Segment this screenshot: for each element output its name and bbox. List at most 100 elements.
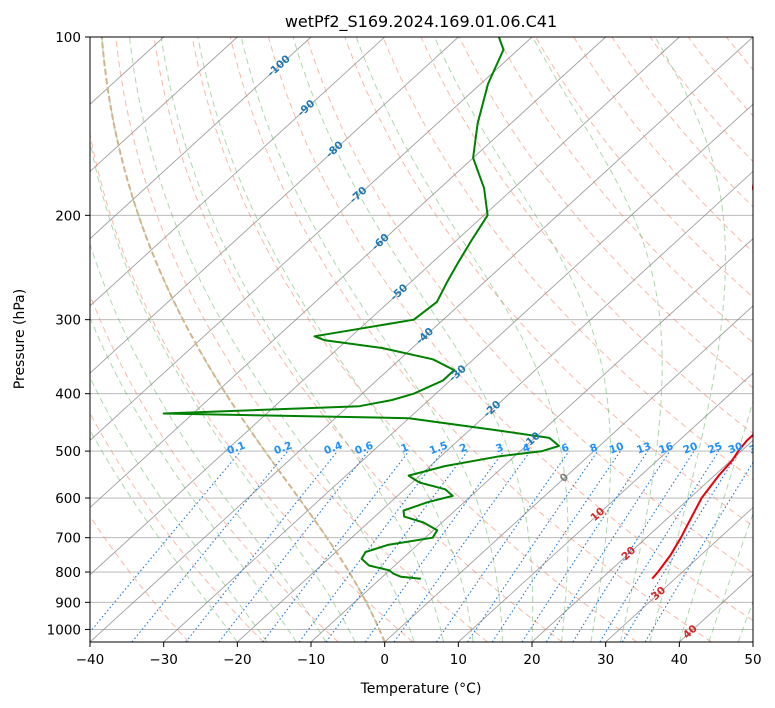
dry-adiabat-line <box>153 37 563 642</box>
mixing-ratio-line <box>393 450 531 642</box>
y-tick-label: 800 <box>55 565 81 581</box>
y-axis-label: Pressure (hPa) <box>12 289 28 389</box>
mixing-ratio-line <box>298 450 444 642</box>
dry-adiabat-line <box>458 37 753 389</box>
dry-adiabat-line <box>90 515 190 642</box>
dry-adiabat-line <box>191 37 638 642</box>
isotherm-line <box>90 37 533 441</box>
x-tick-label: 0 <box>380 652 389 668</box>
y-tick-label: 1000 <box>47 622 81 638</box>
mixing-ratio-line <box>185 450 339 642</box>
dry-adiabat-line <box>90 131 414 642</box>
isotherm-line <box>163 103 753 642</box>
x-tick-label: 20 <box>523 652 540 668</box>
dry-adiabat-line <box>229 37 712 642</box>
dry-adiabat-line <box>535 37 753 298</box>
background-reference-lines <box>90 37 775 642</box>
mixing-ratio-label: 0.4 <box>322 440 344 458</box>
dry-adiabat-line <box>382 37 753 481</box>
dry-adiabat-line <box>573 37 753 253</box>
dry-adiabat-line <box>726 37 753 71</box>
y-tick-label: 700 <box>55 531 81 547</box>
mixing-ratio-label: 30 <box>727 440 745 456</box>
y-tick-label: 200 <box>55 208 81 224</box>
mixing-ratio-label: 0.2 <box>272 440 294 458</box>
isotherm-line <box>237 170 753 642</box>
y-tick-label: 400 <box>55 387 81 403</box>
moist-adiabat-line <box>197 37 474 642</box>
mixing-ratio-label: 0.6 <box>353 440 375 458</box>
x-tick-label: 40 <box>671 652 688 668</box>
line-annotations: -100-90-80-70-60-50-40-30-20-10010203040… <box>225 53 766 641</box>
mixing-ratio-label: 4 <box>521 441 532 455</box>
mixing-ratio-line <box>262 450 410 642</box>
chart-title: wetPf2_S169.2024.169.01.06.C41 <box>285 12 557 32</box>
mixing-ratio-line <box>491 450 621 642</box>
isotherm-line <box>90 37 680 576</box>
mixing-ratio-line <box>467 450 599 642</box>
mixing-ratio-label: 1.5 <box>428 440 450 458</box>
moist-adiabat-line <box>90 242 327 642</box>
dry-adiabat-line <box>90 293 339 642</box>
isotherm-line <box>90 37 312 240</box>
x-tick-label: −40 <box>76 652 105 668</box>
mixing-ratio-label: 25 <box>706 440 724 456</box>
moist-adiabat-line <box>708 512 753 642</box>
dry-adiabat-line <box>306 37 753 574</box>
mixing-ratio-line <box>435 450 570 642</box>
moist-adiabat-line <box>355 37 569 642</box>
mixing-ratio-line <box>521 450 649 642</box>
y-tick-label: 300 <box>55 313 81 329</box>
moist-adiabat-line <box>292 37 534 642</box>
mixing-ratio-label: 20 <box>682 440 700 456</box>
mixing-ratio-line <box>131 450 289 642</box>
x-tick-label: 50 <box>744 652 761 668</box>
mixing-ratio-line <box>218 450 369 642</box>
isotherm-line <box>458 372 753 642</box>
moist-adiabat-line <box>129 37 415 642</box>
moist-adiabat-line <box>678 399 753 642</box>
x-tick-label: −10 <box>297 652 326 668</box>
dry-adiabat-line <box>420 37 753 435</box>
plot-frame <box>89 36 754 643</box>
moist-adiabat-line <box>90 428 238 642</box>
isotherm-line <box>752 641 753 642</box>
mixing-ratio-line <box>545 450 671 642</box>
x-tick-label: −20 <box>223 652 252 668</box>
moist-adiabat-line <box>240 37 503 642</box>
moist-adiabat-line <box>737 599 753 642</box>
isotherm-line <box>90 37 753 642</box>
isotherm-line <box>531 439 753 642</box>
dry-adiabat-line <box>496 37 753 344</box>
dry-adiabat-line <box>90 412 264 642</box>
isotherm-line <box>90 37 385 307</box>
x-axis-label: Temperature (°C) <box>360 681 482 697</box>
mixing-ratio-line <box>599 450 720 642</box>
mixing-ratio-label: 6 <box>560 441 571 455</box>
x-tick-label: 10 <box>450 652 467 668</box>
dry-adiabat-line <box>344 37 753 527</box>
isotherm-line <box>90 37 606 509</box>
mixing-ratio-label: 36 <box>748 440 766 456</box>
mixing-ratio-label: 3 <box>494 441 505 455</box>
mixing-ratio-line <box>325 450 468 642</box>
moist-adiabat-line <box>90 316 297 642</box>
wet-bulb-zero-line <box>100 37 386 642</box>
moist-adiabat-line <box>532 37 663 642</box>
isotherm-line <box>605 506 753 642</box>
dry-adiabat-line <box>765 37 775 642</box>
mixing-ratio-label: 2 <box>458 441 469 455</box>
moist-adiabat-line <box>649 37 727 642</box>
mixing-ratio-label: 13 <box>635 440 653 456</box>
mixing-ratio-line <box>572 450 695 642</box>
sounding-series <box>162 37 753 580</box>
isotherm-line <box>90 37 459 374</box>
dry-adiabat-line <box>115 37 488 642</box>
dry-adiabat-line <box>268 37 753 622</box>
x-tick-label: 30 <box>597 652 614 668</box>
mixing-ratio-label: 16 <box>657 440 675 456</box>
moist-adiabat-line <box>433 37 611 642</box>
mixing-ratio-label: 8 <box>588 441 599 455</box>
isotherm-line <box>384 305 753 642</box>
